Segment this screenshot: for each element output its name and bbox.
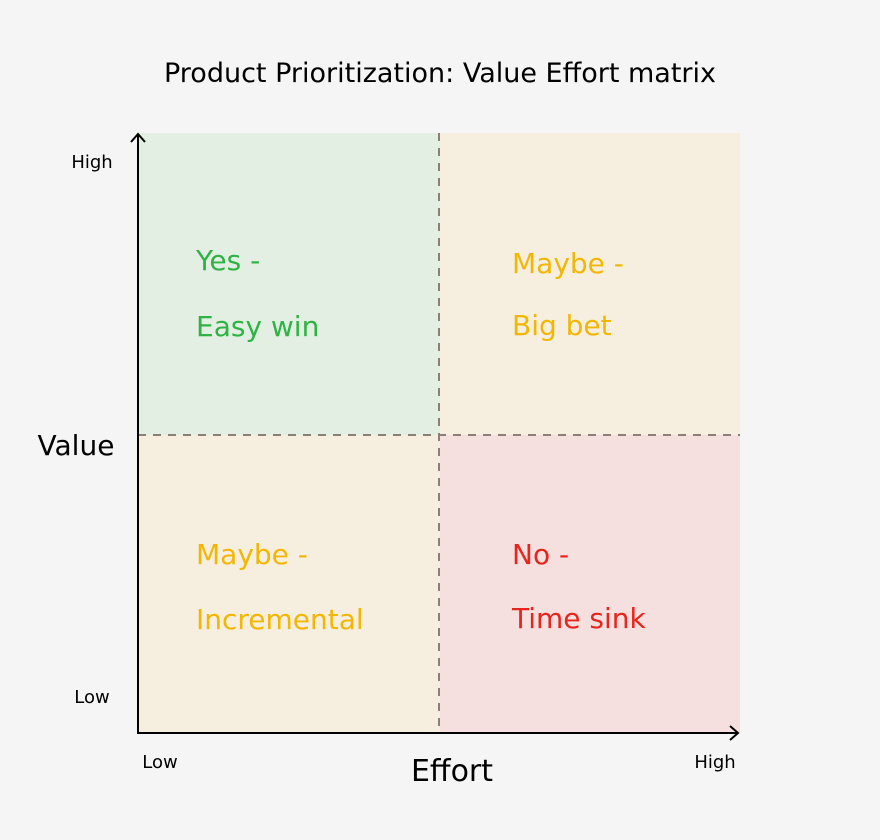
quadrant-label-line2: Big bet xyxy=(512,309,612,342)
quadrant-label-line1: Maybe - xyxy=(512,247,624,280)
quadrant-incremental xyxy=(138,435,440,733)
quadrant-easy-win xyxy=(138,133,440,435)
y-low-label: Low xyxy=(74,687,109,708)
quadrant-label-line2: Incremental xyxy=(196,603,364,636)
quadrant-label-line1: No - xyxy=(512,538,569,571)
quadrant-label-line2: Easy win xyxy=(196,310,319,343)
quadrant-label-line1: Yes - xyxy=(195,244,260,277)
diagram-title: Product Prioritization: Value Effort mat… xyxy=(164,58,716,89)
x-axis-arrow-icon xyxy=(729,725,740,741)
x-axis-title: Effort xyxy=(411,754,493,789)
y-axis-title: Value xyxy=(38,429,115,462)
x-high-label: High xyxy=(694,752,735,773)
y-high-label: High xyxy=(71,152,112,173)
quadrant-big-bet xyxy=(440,133,740,435)
quadrant-time-sink xyxy=(440,435,740,733)
quadrant-label-line1: Maybe - xyxy=(196,538,308,571)
quadrant-label-line2: Time sink xyxy=(511,602,647,635)
x-low-label: Low xyxy=(142,752,177,773)
y-axis-arrow-icon xyxy=(130,132,146,143)
